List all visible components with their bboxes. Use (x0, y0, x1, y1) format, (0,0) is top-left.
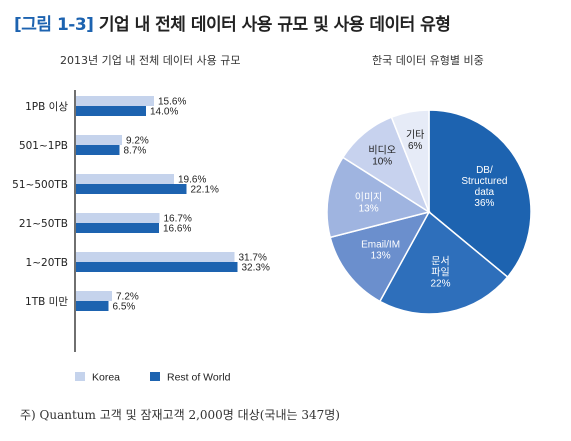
legend-swatch (75, 372, 85, 381)
bar-rest-of-world (76, 184, 187, 194)
pie-chart-title: 한국 데이터 유형별 비중 (372, 54, 484, 67)
category-label: 1PB 이상 (25, 101, 68, 113)
bar-chart-title: 2013년 기업 내 전체 데이터 사용 규모 (60, 54, 241, 67)
legend-swatch (150, 372, 160, 381)
bar-value-label: 19.6% (178, 175, 206, 186)
pie-slice-label: Email/IM 13% (361, 240, 400, 262)
bar-korea (76, 213, 160, 223)
category-label: 1TB 미만 (25, 296, 68, 308)
pie-slice-label: 이미지 13% (355, 191, 383, 214)
figure-title: [그림 1-3] 기업 내 전체 데이터 사용 규모 및 사용 데이터 유형 (14, 10, 451, 35)
bar-rest-of-world (76, 223, 159, 233)
legend-label: Rest of World (167, 372, 231, 384)
pie-slice (428, 109, 532, 279)
category-label: 51~500TB (12, 179, 68, 191)
bar-value-label: 14.0% (150, 107, 178, 118)
bar-korea (76, 291, 112, 301)
figure-number: [그림 1-3] (14, 15, 94, 35)
footnote: 주) Quantum 고객 및 잠재고객 2,000명 대상(국내는 347명) (20, 408, 340, 422)
bar-value-label: 15.6% (158, 97, 186, 108)
bar-korea (76, 252, 235, 262)
pie-slice-label: 기타 6% (406, 129, 424, 152)
bar-rest-of-world (76, 145, 120, 155)
bar-value-label: 6.5% (113, 302, 136, 313)
bar-korea (76, 174, 174, 184)
pie-slice (329, 210, 431, 303)
bar-value-label: 16.6% (163, 224, 191, 235)
pie-slice (326, 156, 431, 239)
pie-slice (390, 109, 430, 213)
bar-value-label: 22.1% (191, 185, 219, 196)
pie-slice-label: DB/Structured data 36% (461, 165, 507, 209)
pie-slice-label: 비디오 10% (368, 144, 396, 167)
legend-label: Korea (92, 372, 120, 384)
bar-value-label: 32.3% (242, 263, 270, 274)
category-label: 21~50TB (19, 218, 68, 230)
pie-slice (378, 210, 509, 315)
bar-rest-of-world (76, 106, 146, 116)
bar-korea (76, 135, 122, 145)
category-label: 1~20TB (26, 257, 68, 269)
bar-value-label: 31.7% (239, 253, 267, 264)
bar-rest-of-world (76, 301, 109, 311)
bar-value-label: 7.2% (116, 292, 139, 303)
figure-title-text: 기업 내 전체 데이터 사용 규모 및 사용 데이터 유형 (98, 15, 451, 35)
category-label: 501~1PB (19, 140, 68, 152)
bar-value-label: 9.2% (126, 136, 149, 147)
bar-value-label: 16.7% (164, 214, 192, 225)
bar-korea (76, 96, 154, 106)
bar-value-label: 8.7% (124, 146, 147, 157)
pie-slice-label: 문서 파일 22% (430, 256, 450, 290)
bar-rest-of-world (76, 262, 238, 272)
